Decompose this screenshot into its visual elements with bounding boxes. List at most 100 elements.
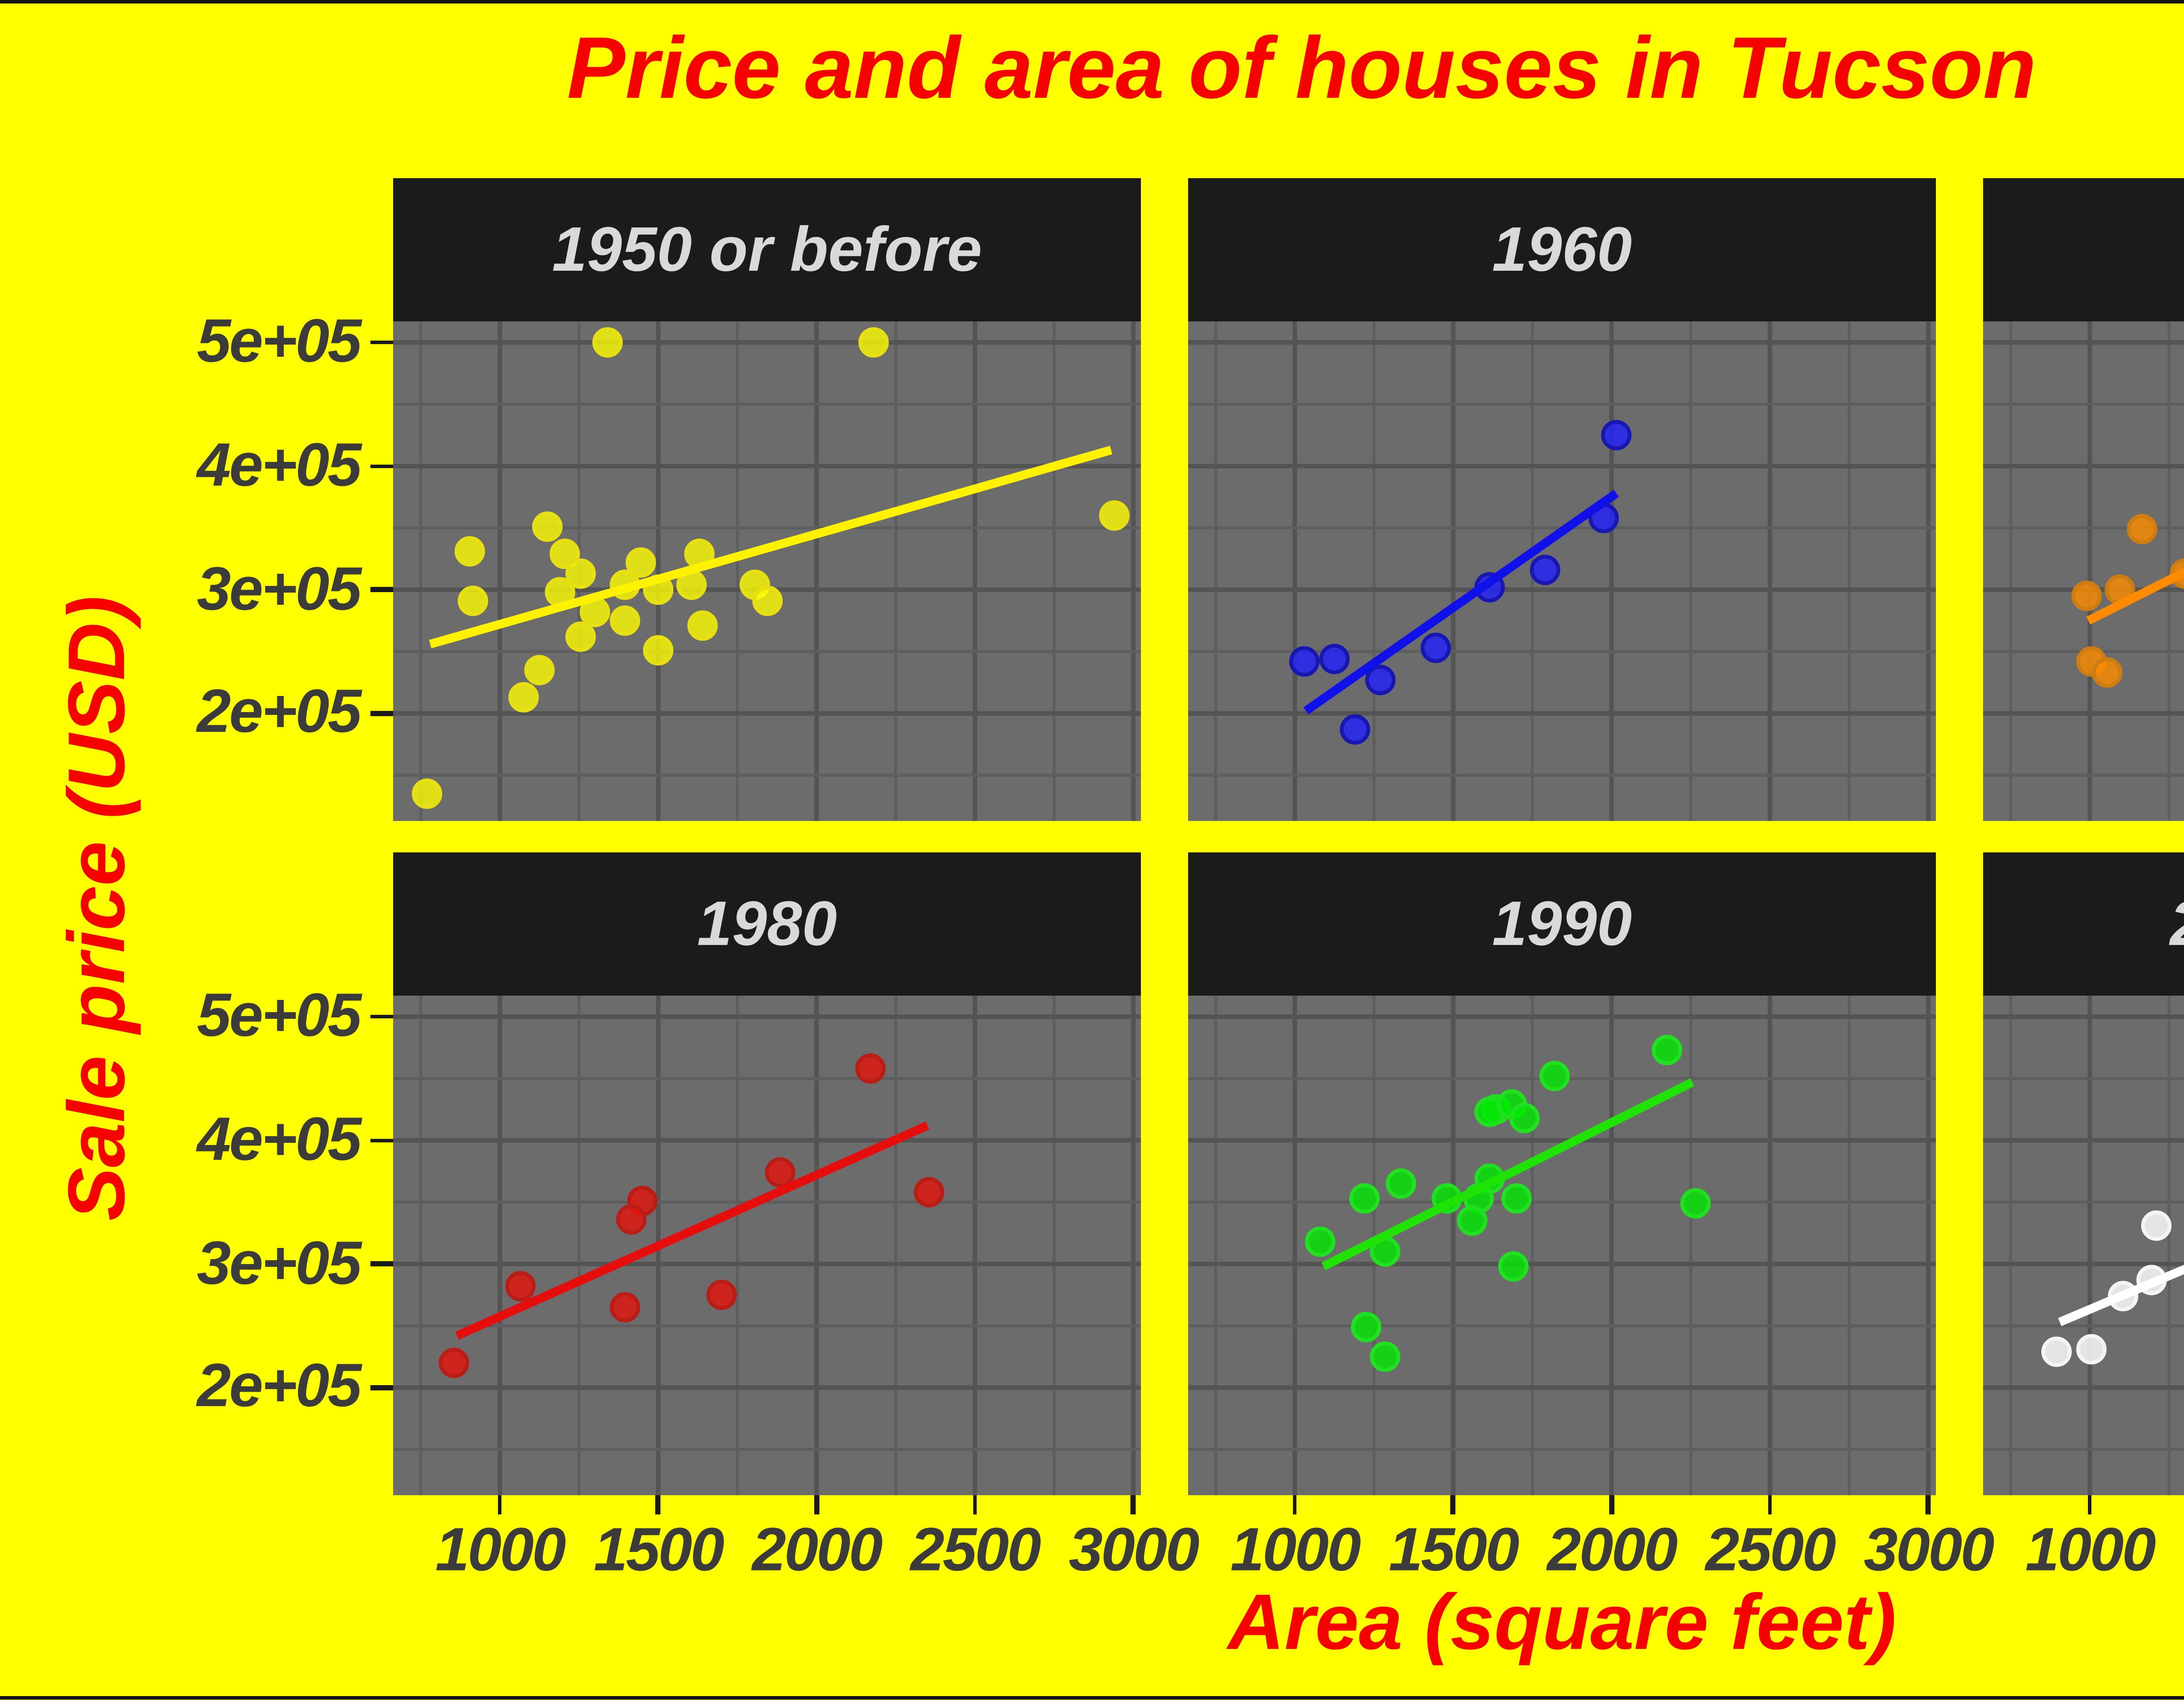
y-tick-label: 5e+05 (197, 982, 362, 1050)
facet-1960: 1960 (1188, 178, 1936, 821)
data-point (1652, 1034, 1683, 1066)
data-point (609, 1292, 640, 1323)
y-axis-title: Sale price (USD) (51, 596, 142, 1221)
y-tick-mark (370, 711, 393, 716)
data-point (1386, 1168, 1417, 1199)
data-point (2127, 514, 2157, 545)
data-point (1099, 500, 1130, 531)
y-tick-mark (370, 340, 393, 345)
data-point (454, 536, 485, 567)
data-point (1601, 420, 1632, 451)
trend-line (429, 445, 1113, 648)
x-tick-label: 1500 (1389, 1516, 1520, 1584)
x-tick-label: 1000 (1230, 1516, 1362, 1584)
trend-line (2086, 567, 2184, 625)
y-tick-mark (370, 1385, 393, 1390)
data-point (914, 1177, 944, 1208)
data-point (2041, 1336, 2072, 1367)
data-point (411, 778, 442, 809)
trend-line (1321, 1078, 1694, 1271)
data-point (1351, 1312, 1382, 1342)
data-point (1289, 646, 1320, 677)
x-tick-mark (1131, 1495, 1136, 1514)
facet-strip: 1970 (1983, 178, 2184, 321)
data-point (643, 635, 674, 666)
x-axis-title: Area (square feet) (1227, 1577, 1897, 1666)
data-point (706, 1279, 737, 1310)
x-tick-label: 1000 (435, 1516, 567, 1584)
y-tick-mark (370, 1138, 393, 1143)
chart-title: Price and area of houses in Tucson (567, 19, 2036, 117)
data-point (1539, 1061, 1570, 1091)
data-point (1498, 1251, 1529, 1282)
x-tick-label: 1000 (2025, 1516, 2156, 1584)
scatter-panel-1960 (1188, 321, 1936, 821)
data-point (616, 1204, 647, 1235)
x-tick-mark (973, 1495, 977, 1514)
data-point (2076, 1334, 2107, 1365)
x-tick-label: 2000 (752, 1516, 883, 1584)
x-tick-label: 1500 (594, 1516, 725, 1584)
data-point (565, 621, 596, 652)
x-tick-label: 1500 (2108, 1517, 2184, 1584)
data-point (1305, 1226, 1336, 1257)
facet-strip: 1990 (1188, 852, 1936, 996)
data-point (1319, 644, 1350, 674)
x-tick-mark (814, 1495, 819, 1514)
data-point (508, 682, 539, 713)
scatter-panel-1990 (1188, 996, 1936, 1495)
x-tick-label: 3000 (1863, 1516, 1995, 1584)
x-tick-mark (1926, 1495, 1931, 1514)
trend-line (2058, 1265, 2184, 1326)
facet-1980: 1980 (393, 852, 1141, 1495)
x-tick-mark (1292, 1495, 1297, 1514)
data-point (532, 511, 563, 542)
facet-label: 1960 (1492, 213, 1632, 285)
data-point (625, 547, 656, 578)
top-edge-bar (0, 0, 2184, 3)
facet-label: 1990 (1492, 887, 1632, 959)
data-point (687, 610, 718, 641)
facet-1990: 1990 (1188, 852, 1936, 1495)
x-tick-mark (1451, 1495, 1455, 1514)
x-tick-label: 2000 (1547, 1516, 1678, 1584)
data-point (2071, 580, 2102, 611)
data-point (439, 1348, 470, 1378)
data-point (609, 605, 640, 636)
data-point (1530, 555, 1561, 585)
data-point (858, 327, 889, 358)
facet-strip: 1950 or before (393, 178, 1141, 321)
data-point (1349, 1183, 1380, 1214)
facet-strip: 2000 or after (1983, 852, 2184, 996)
data-point (855, 1053, 886, 1084)
data-point (505, 1271, 536, 1302)
y-tick-label: 3e+05 (197, 1229, 362, 1297)
facet-strip: 1960 (1188, 178, 1936, 321)
data-point (457, 586, 488, 616)
scatter-panel-1980 (393, 996, 1141, 1495)
y-tick-label: 2e+05 (197, 1352, 362, 1421)
x-tick-mark (656, 1495, 660, 1514)
y-tick-label: 3e+05 (197, 555, 362, 623)
y-tick-label: 4e+05 (197, 1105, 362, 1174)
data-point (2092, 657, 2123, 688)
data-point (2141, 1210, 2172, 1241)
y-tick-mark (370, 464, 393, 469)
facet-1970: 1970 (1983, 178, 2184, 821)
y-tick-mark (370, 1262, 393, 1266)
data-point (765, 1157, 795, 1188)
facet-strip: 1980 (393, 852, 1141, 996)
data-point (565, 558, 596, 589)
y-tick-label: 2e+05 (197, 678, 362, 747)
facet-label: 2000 or after (2170, 887, 2184, 961)
y-tick-mark (370, 1014, 393, 1019)
data-point (592, 327, 623, 358)
facet-label: 1980 (697, 887, 837, 959)
trend-line (455, 1121, 930, 1340)
bottom-edge-bar (0, 1696, 2184, 1700)
x-tick-mark (498, 1495, 502, 1514)
data-point (1501, 1183, 1532, 1214)
y-tick-mark (370, 587, 393, 592)
scatter-panel-1970 (1983, 321, 2184, 821)
